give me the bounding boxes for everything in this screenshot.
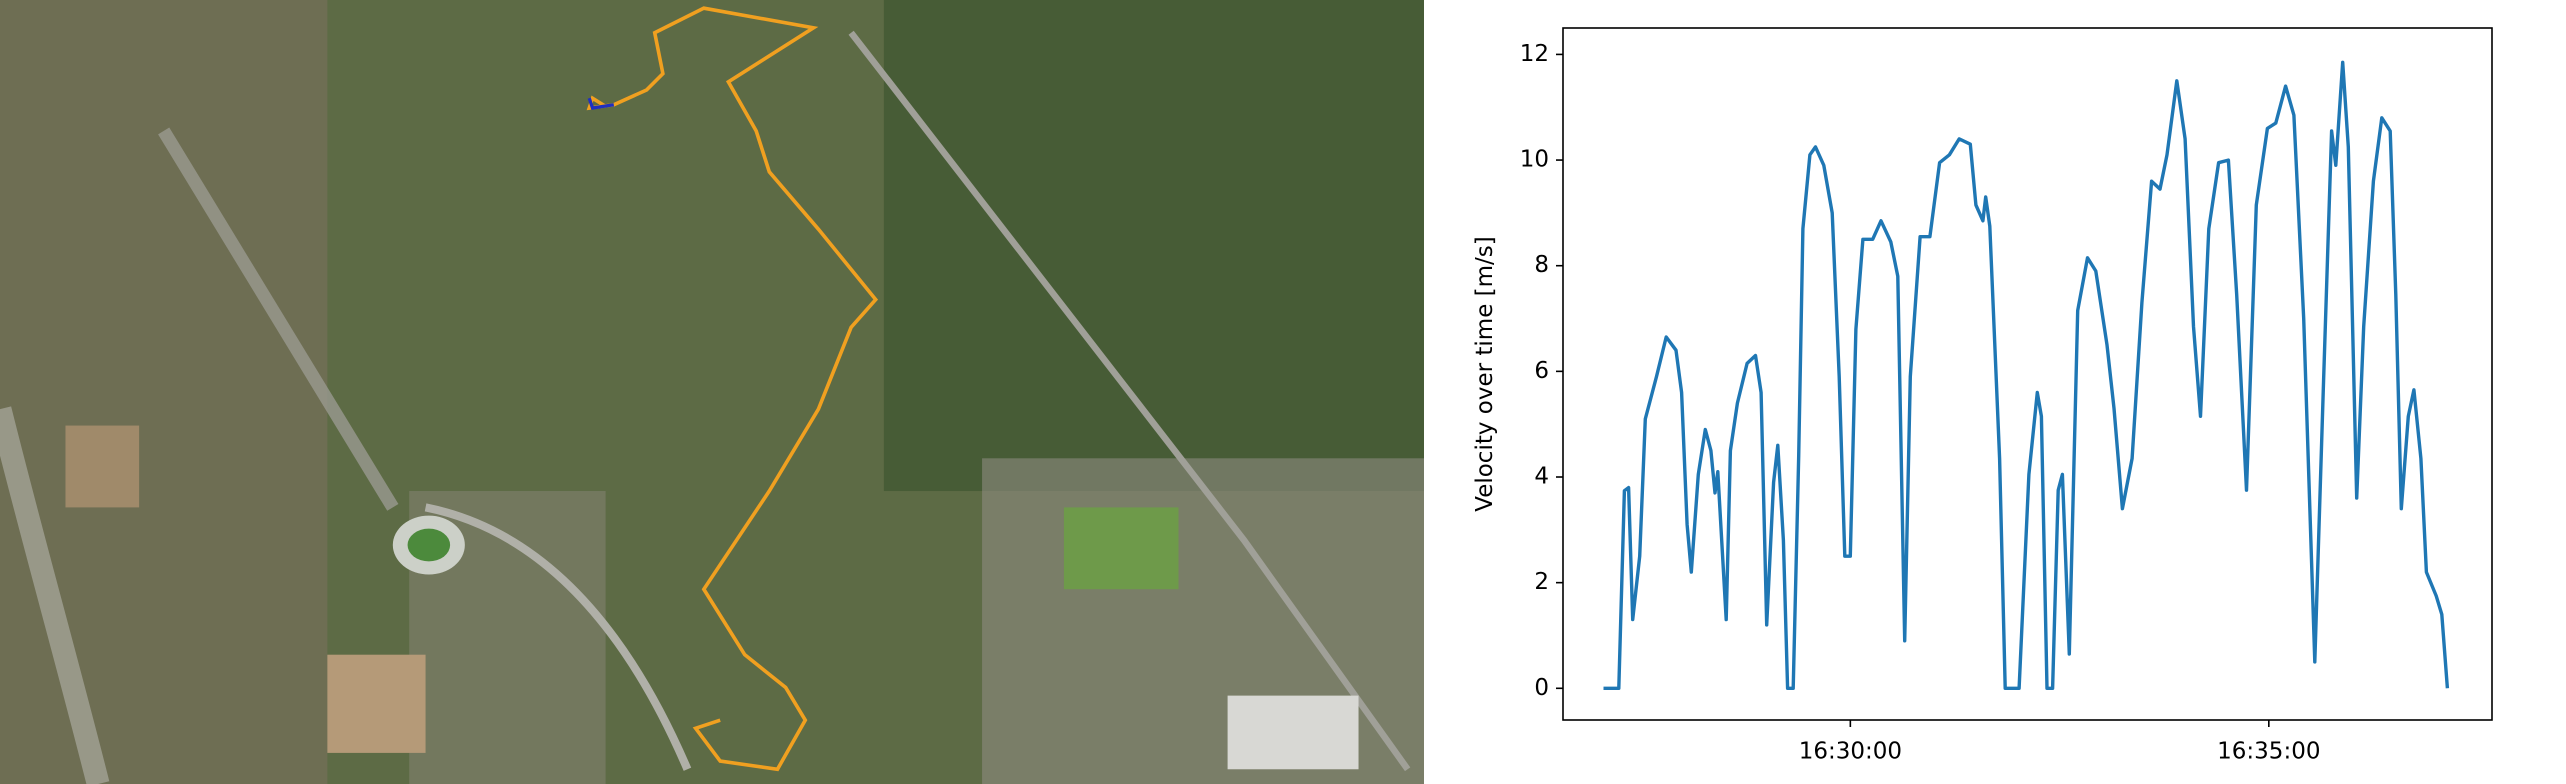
y-tick-label: 4 [1534, 464, 1549, 490]
y-tick-label: 8 [1534, 252, 1549, 278]
y-tick-label: 10 [1520, 147, 1549, 173]
y-axis-label: Velocity over time [m/s] [1472, 236, 1498, 512]
y-tick-label: 12 [1520, 41, 1549, 67]
y-tick-label: 2 [1534, 569, 1549, 595]
y-tick-label: 6 [1534, 358, 1549, 384]
plot-frame [1562, 27, 2493, 721]
y-tick-label: 0 [1534, 675, 1549, 701]
velocity-line [1603, 60, 2450, 690]
x-tick-label: 16:35:00 [2217, 739, 2320, 765]
x-tick-label: 16:30:00 [1799, 739, 1902, 765]
aerial-map [0, 0, 1424, 784]
